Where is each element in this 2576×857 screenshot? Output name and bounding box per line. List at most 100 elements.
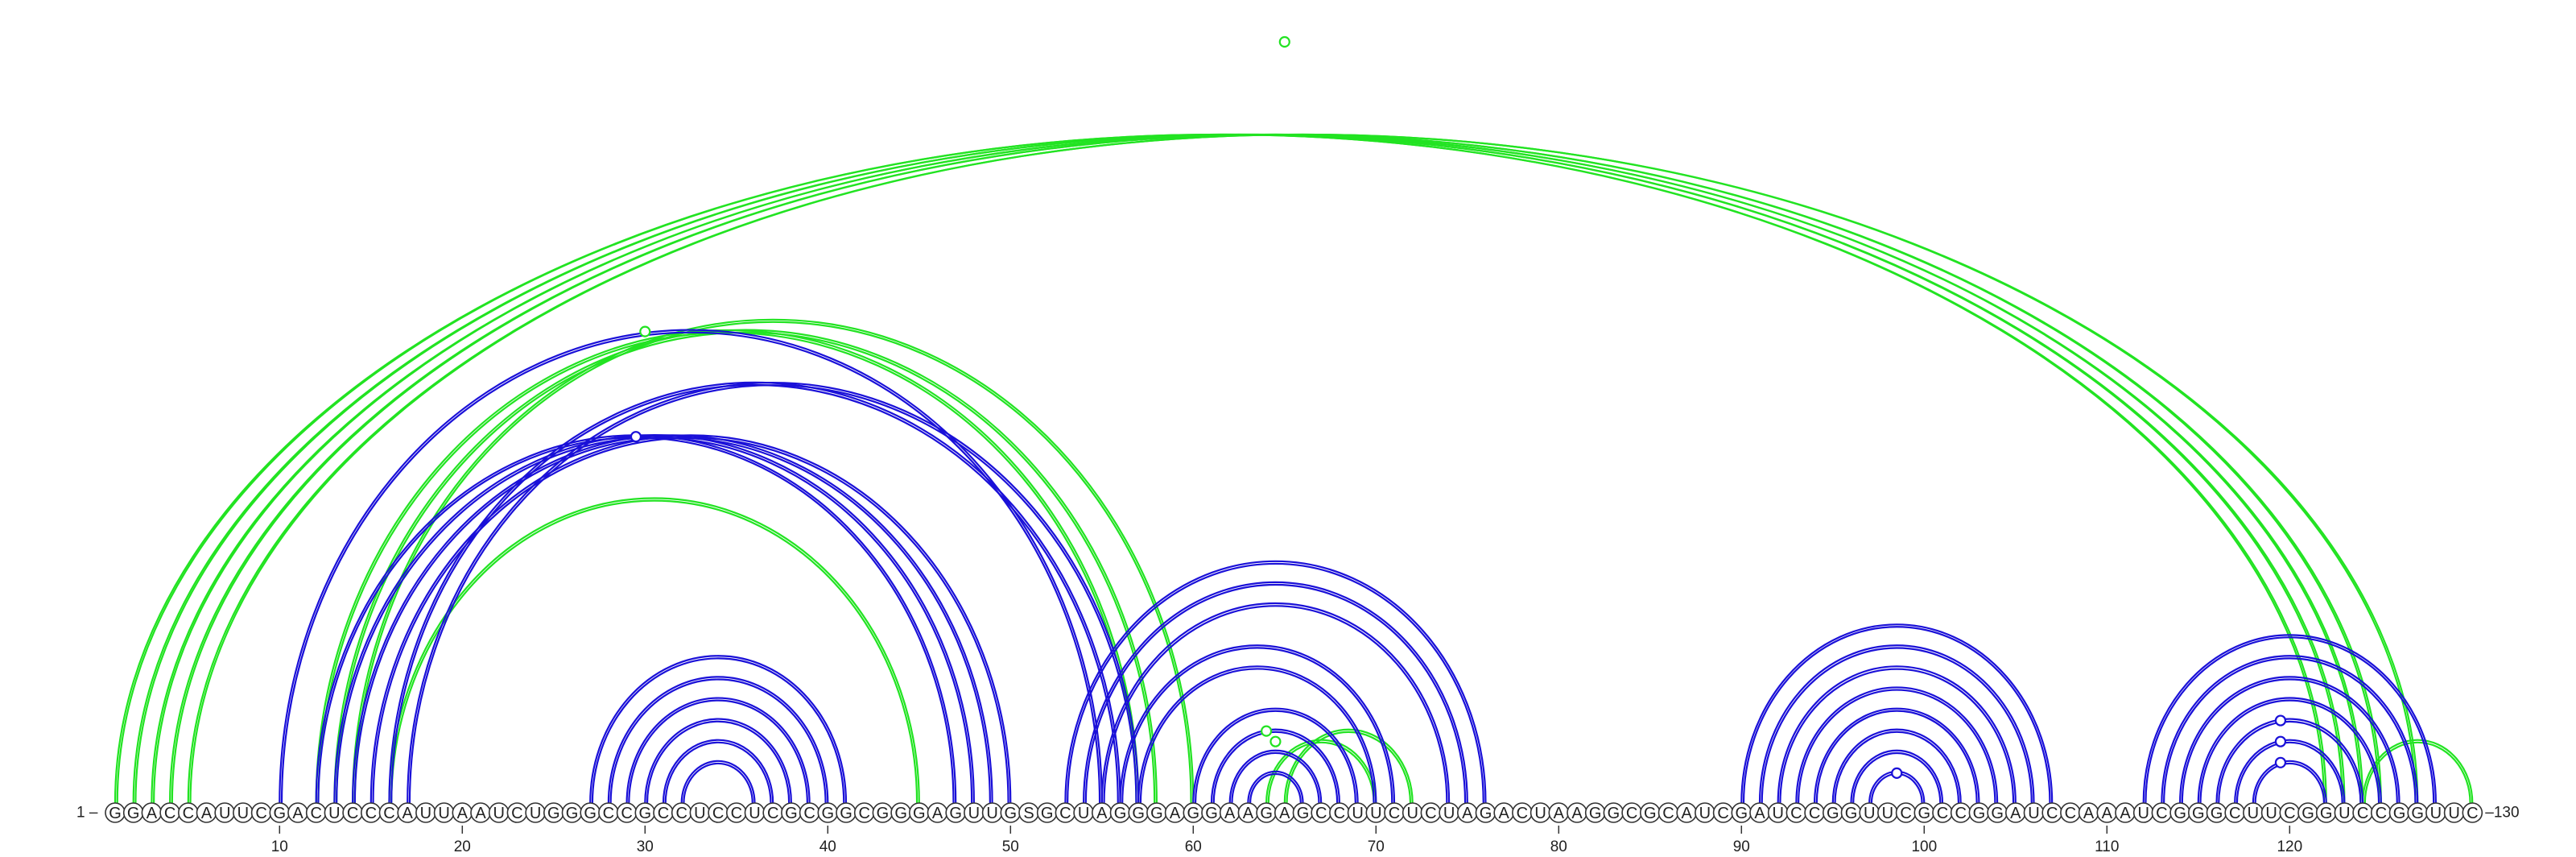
nucleotide: U [744,802,766,823]
nucleotide-letter: C [1955,805,1966,822]
blue-arc-29-39 [625,697,811,804]
blue-arc-15-50 [369,434,1012,804]
nucleotide: U [2443,802,2465,823]
nucleotide: C [1512,802,1533,823]
nucleotide: U [1439,802,1459,823]
nucleotide: C [1311,802,1331,823]
nucleotide-letter: U [420,805,431,822]
nucleotide: C [725,802,747,823]
blue-arc-114-126 [2179,676,2401,804]
nucleotide: C [2352,802,2373,823]
blue-arc-55-74 [1100,602,1451,804]
nucleotide-letter: U [493,805,504,822]
nucleotide-letter: U [1772,805,1783,822]
nucleotide: C [1384,802,1405,823]
nucleotide-letter: C [347,805,358,822]
nucleotide-letter: U [1443,805,1455,822]
blue-arc-113-127 [2161,655,2419,804]
nucleotide: G [105,802,126,823]
nucleotide-letter: G [584,805,597,822]
nucleotide: A [1237,802,1259,823]
nucleotide-letter: G [949,805,962,822]
nucleotide: G [1292,802,1314,823]
tick-label-120: 120 [2277,838,2302,855]
nucleotide-letter: U [1078,805,1089,822]
nucleotide: U [2334,802,2355,823]
nucleotide-letter: U [328,805,340,822]
nucleotide: C [671,802,692,823]
nucleotide: U [415,802,436,823]
nucleotide: S [1018,802,1039,823]
nucleotide: U [1402,802,1423,823]
blue-arc-inner-62-67 [1231,751,1320,804]
nucleotide: G [1913,802,1935,823]
markers-layer [630,35,2287,779]
nucleotide: U [1365,802,1387,823]
blue-arc-inner-92-105 [1779,668,2015,804]
blue-arc-53-76 [1064,560,1487,804]
blue-arc-inner-94-103 [1815,710,1978,804]
nucleotide-letter: C [731,805,742,822]
nucleotide-letter: G [913,805,926,822]
nucleotide-letter: A [402,805,414,822]
tick-label-30: 30 [637,838,654,855]
nucleotide-letter: U [237,805,249,822]
nucleotide-letter: G [1918,805,1931,822]
green-arc-inner-14-60 [353,321,1192,804]
nucleotide-letter: U [1882,805,1893,822]
nucleotide-letter: G [2192,805,2205,822]
nucleotide-letter: G [785,805,798,822]
blue-arc-inner-17-57 [408,383,1137,804]
nucleotide: G [872,802,894,823]
nucleotide: A [2005,802,2026,823]
tick-label-50: 50 [1002,838,1019,855]
nucleotide: A [2096,802,2118,823]
nucleotide: C [1895,802,1917,823]
nucleotide-letter: G [822,805,835,822]
nucleotide-letter: G [1297,805,1310,822]
nucleotide-letter: A [292,805,303,822]
nucleotide-letter: C [1937,805,1948,822]
nucleotide: U [1530,802,1551,823]
nucleotide: C [360,802,382,823]
nucleotide: C [1657,802,1679,823]
nucleotide: A [1274,802,1295,823]
blue-arc-31-37 [662,739,774,804]
tick-label-40: 40 [819,838,836,855]
nucleotide: U [233,802,254,823]
nucleotide-letter: G [1845,805,1858,822]
nucleotide: U [2260,802,2282,823]
nucleotide-letter: G [2393,805,2406,822]
nucleotide-letter: A [1554,805,1565,822]
nucleotide: U [1859,802,1880,823]
blue-arc-inner-96-101 [1852,751,1942,804]
blue-arc-27-41 [589,655,848,804]
blue-arc-95-102 [1831,728,1962,804]
nucleotide-letter: G [1150,805,1163,822]
nucleotide-letter: C [255,805,266,822]
nucleotide-letter: C [2467,805,2478,822]
blue-arc-94-103 [1814,707,1980,804]
nucleotide-letter: C [1626,805,1637,822]
nucleotide: U [1695,802,1715,823]
nucleotide-letter: U [1352,805,1363,822]
blue-arc-inner-60-69 [1194,710,1356,804]
green-arc-inner-12-57 [317,331,1137,804]
sequence-start-label: 1 – [76,805,98,822]
nucleotide-letter: G [1480,805,1492,822]
nucleotide: G [543,802,564,823]
nucleotide: G [817,802,839,823]
blue-arc-90-107 [1740,623,2054,804]
nucleotide-letter: C [675,805,687,822]
nucleotide: C [2151,802,2173,823]
blue-arc-61-68 [1210,728,1340,804]
nucleotide: U [2132,802,2154,823]
nucleotide: G [1128,802,1149,823]
nucleotide: C [2279,802,2301,823]
nucleotide: C [2371,802,2392,823]
nucleotide: U [964,802,985,823]
nucleotide: A [397,802,419,823]
nucleotide-letter: G [894,805,907,822]
blue-arc-inner-95-102 [1834,731,1960,804]
nucleotide-letter: G [877,805,890,822]
